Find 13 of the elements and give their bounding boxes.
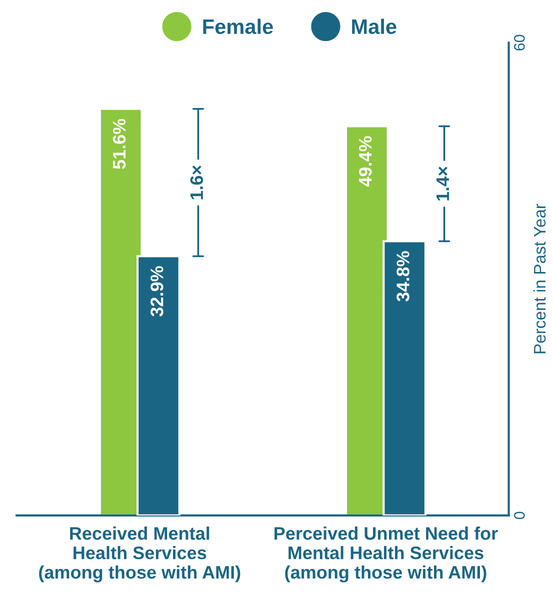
- y-tick-label: 60: [514, 34, 525, 50]
- x-tick-label: Perceived Unmet Need for Mental Health Services (among those with AMI): [274, 526, 498, 582]
- annotation: 1.4×: [436, 166, 449, 200]
- data-label: 32.9%: [150, 266, 164, 316]
- y-tick-label: 0: [514, 512, 525, 520]
- legend-label: Female: [203, 18, 273, 34]
- x-tick-label: Received Mental Health Services (among those with AMI): [39, 526, 240, 582]
- data-label: 51.6%: [112, 118, 126, 169]
- legend-label: Male: [352, 18, 396, 34]
- annotation: 1.6×: [190, 165, 204, 200]
- data-label: 49.4%: [358, 136, 372, 187]
- y-axis-title: Percent in Past Year: [533, 204, 546, 354]
- data-label: 34.8%: [396, 251, 410, 302]
